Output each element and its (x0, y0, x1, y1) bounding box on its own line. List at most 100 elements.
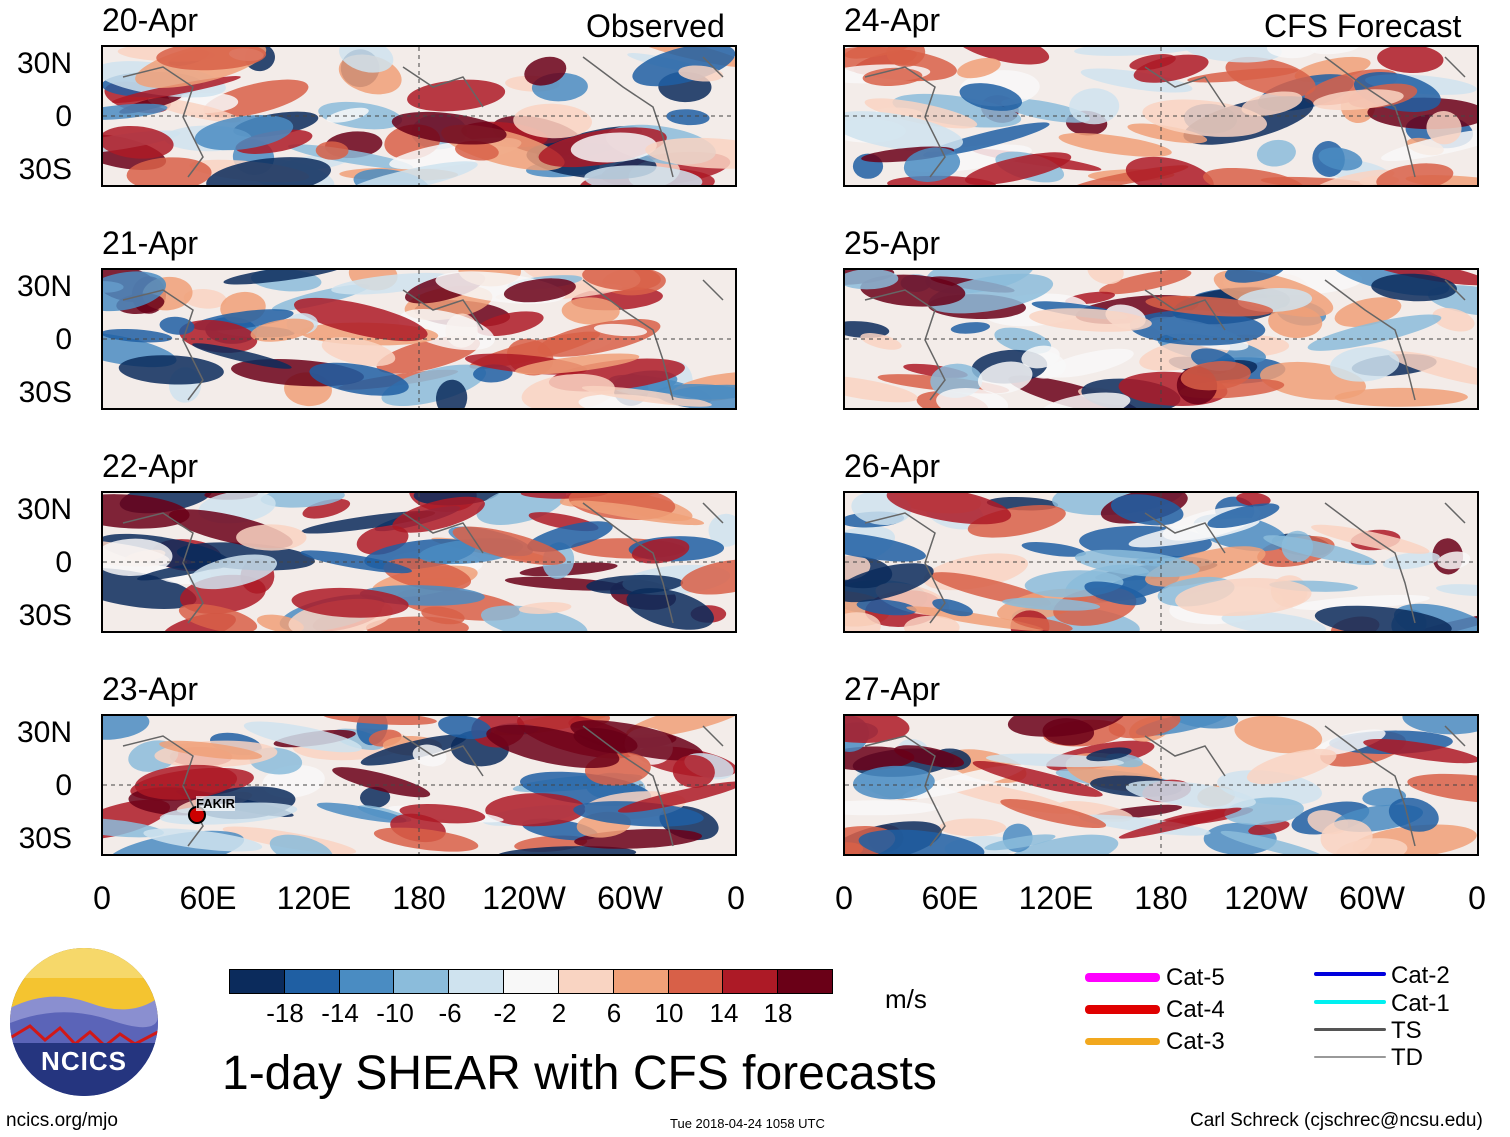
shear-blob (194, 115, 294, 151)
shear-blob (1142, 99, 1268, 137)
shear-blob (1013, 617, 1073, 631)
shear-blob (1402, 716, 1477, 735)
shear-blob (678, 65, 724, 82)
shear-blob (886, 493, 1012, 525)
lon-label: 60W (1339, 880, 1405, 916)
shear-blob (360, 786, 391, 808)
shear-blob (1330, 346, 1400, 382)
shear-blob (1110, 494, 1184, 526)
shear-blob (1043, 348, 1134, 378)
shear-blob (250, 318, 314, 342)
colorbar-swatch (394, 970, 450, 993)
shear-blob (1363, 739, 1477, 764)
footer-timestamp: Tue 2018-04-24 1058 UTC (670, 1116, 825, 1131)
shear-blob (118, 355, 224, 385)
lon-label: 180 (392, 880, 446, 916)
shear-blob (845, 47, 912, 59)
legend-line-cat2 (1314, 972, 1386, 976)
shear-blob (631, 538, 690, 564)
legend-line-cat3 (1085, 1038, 1160, 1045)
lon-label: 120W (482, 880, 566, 916)
shear-blob (1381, 128, 1477, 162)
colorbar-tick: -2 (493, 998, 517, 1028)
shear-blob (111, 76, 241, 103)
map-field (103, 270, 735, 408)
lon-label: 120E (276, 880, 352, 916)
shear-blob (1084, 581, 1147, 606)
shear-blob (1311, 524, 1430, 554)
lon-label: 0 (835, 880, 853, 916)
shear-blob (103, 125, 174, 159)
shear-blob (680, 559, 735, 595)
lat-label-0: 0 (55, 769, 72, 802)
colorbar-swatch (558, 970, 614, 993)
shear-blob (1388, 351, 1477, 387)
shear-blob (1224, 270, 1286, 283)
shear-blob (321, 337, 396, 367)
shear-blob (593, 323, 648, 337)
shear-blob (269, 834, 334, 854)
shear-blob (581, 385, 712, 407)
lon-label: 0 (727, 880, 745, 916)
colorbar-tick: -18 (266, 998, 304, 1028)
colorbar-tick: 2 (551, 998, 567, 1028)
coastline (864, 56, 1466, 178)
shear-blob (1078, 814, 1211, 836)
panel-date: 23-Apr (102, 671, 199, 707)
shear-blob (1118, 807, 1242, 839)
shear-blob (373, 827, 479, 852)
shear-blob (381, 364, 487, 407)
shear-blob (143, 828, 263, 852)
shear-blob (1080, 68, 1193, 93)
shear-blob (853, 765, 935, 800)
shear-blob (1021, 542, 1086, 557)
shear-blob (126, 157, 212, 185)
legend-label: TD (1391, 1044, 1423, 1071)
shear-blob (950, 322, 991, 334)
panel-date: 20-Apr (102, 2, 199, 38)
shear-blob (582, 270, 661, 291)
shear-blob (845, 716, 910, 743)
shear-blob (845, 563, 934, 603)
panel-date: 27-Apr (844, 671, 941, 707)
shear-blob (936, 387, 1009, 408)
shear-blob (1388, 797, 1439, 832)
colorbar-swatch (613, 970, 669, 993)
shear-blob (302, 498, 351, 519)
shear-blob (1175, 578, 1312, 616)
colorbar-tick: 14 (709, 998, 739, 1028)
shear-blob (399, 803, 486, 824)
shear-blob (192, 343, 292, 369)
shear-blob (569, 500, 705, 526)
shear-blob (103, 567, 197, 609)
shear-blob (383, 558, 472, 591)
shear-blob (862, 67, 923, 86)
colorbar-tick: 18 (763, 998, 793, 1028)
shear-blob (435, 379, 468, 408)
shear-blob (1320, 819, 1373, 854)
shear-blob (939, 818, 1007, 837)
shear-blob (243, 721, 362, 753)
shear-blob (527, 521, 613, 552)
shear-blob (1087, 270, 1124, 285)
shear-blob (315, 141, 349, 160)
shear-blob (617, 781, 735, 813)
shear-blob (1058, 133, 1172, 157)
footer-url[interactable]: ncics.org/mjo (6, 1110, 118, 1131)
shear-blob (134, 764, 238, 800)
lat-label-30s: 30S (18, 153, 72, 186)
shear-blob (845, 800, 939, 816)
shear-blob (331, 272, 453, 295)
lon-label: 0 (93, 880, 111, 916)
shear-blob (632, 47, 735, 87)
lat-label-0: 0 (55, 100, 72, 133)
shear-blob (486, 724, 620, 769)
shear-blob (103, 103, 168, 120)
colorbar-tick: -10 (376, 998, 414, 1028)
shear-blob (339, 47, 394, 73)
shear-map (843, 714, 1479, 856)
legend-line-cat4 (1085, 1005, 1160, 1014)
shear-blob (856, 599, 917, 616)
shear-blob (1256, 139, 1296, 167)
shear-map (101, 268, 737, 410)
